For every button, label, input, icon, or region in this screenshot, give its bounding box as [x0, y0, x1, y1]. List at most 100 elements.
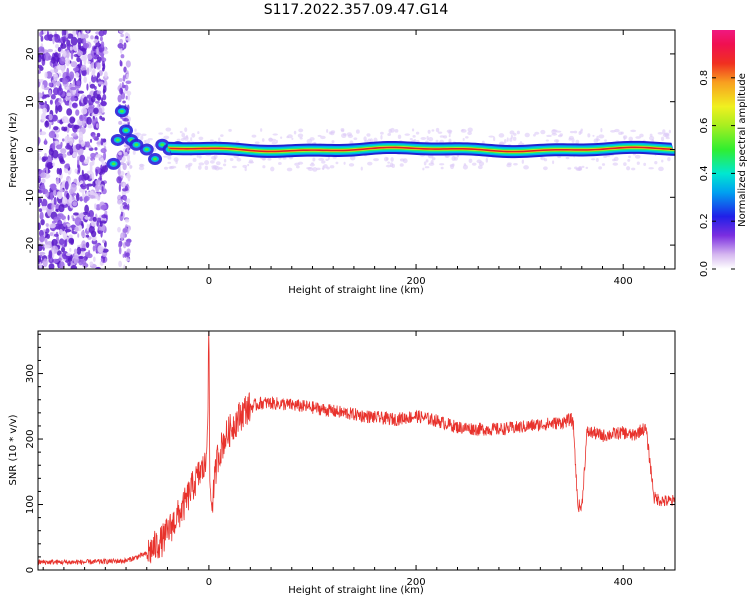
haze-blob [578, 131, 582, 135]
noise-blob [59, 158, 65, 163]
noise-blob [125, 60, 131, 68]
noise-blob [78, 133, 84, 141]
noise-blob [39, 31, 43, 38]
noise-blob [68, 237, 75, 244]
haze-blob [275, 139, 278, 144]
haze-blob [141, 133, 147, 137]
noise-blob [54, 33, 61, 43]
haze-blob [277, 162, 282, 165]
x-tick-label: 200 [407, 577, 426, 588]
snr-line [38, 331, 675, 566]
haze-blob [427, 129, 431, 134]
noise-blob [122, 228, 128, 233]
haze-blob [236, 157, 242, 162]
haze-blob [312, 157, 316, 162]
haze-blob [581, 165, 585, 169]
haze-blob [555, 139, 559, 143]
onset-peak [115, 138, 120, 142]
haze-blob [567, 167, 572, 170]
y-tick-label: -10 [25, 189, 36, 205]
noise-blob [123, 264, 126, 269]
haze-blob [299, 137, 303, 140]
haze-blob [282, 157, 287, 160]
haze-blob [286, 136, 289, 139]
noise-blob [42, 107, 48, 114]
noise-blob [50, 56, 56, 64]
haze-blob [519, 141, 523, 147]
haze-blob [158, 132, 164, 135]
haze-blob [604, 139, 607, 142]
noise-blob [38, 96, 41, 103]
noise-blob [58, 261, 65, 269]
haze-blob [601, 163, 606, 166]
spectrogram-ticks: 0 200 400 -20 -10 0 10 20 [25, 30, 675, 287]
noise-blob [100, 204, 108, 210]
x-tick-label: 400 [614, 276, 633, 287]
noise-blob [41, 178, 46, 184]
snr-ticks: 0 200 400 0 100 200 300 [25, 331, 675, 588]
haze-blob [399, 163, 404, 167]
haze-blob [623, 162, 627, 167]
noise-blob [54, 43, 60, 49]
haze-blob [390, 127, 395, 133]
haze-blob [390, 157, 394, 162]
noise-blob [117, 168, 121, 176]
haze-blob [270, 166, 275, 172]
noise-blob [69, 116, 76, 124]
y-tick-label: -20 [25, 237, 36, 253]
noise-blob [94, 147, 98, 151]
noise-blob [97, 196, 101, 201]
haze-blob [555, 130, 562, 133]
noise-blob [38, 79, 45, 83]
noise-blob [68, 188, 74, 195]
noise-blob [95, 266, 102, 269]
haze-blob [451, 156, 456, 162]
haze-blob [630, 129, 637, 133]
noise-blob [79, 180, 84, 184]
noise-blob [96, 56, 102, 62]
noise-blob [38, 222, 41, 231]
noise-blob [86, 156, 90, 162]
noise-blob [57, 219, 63, 228]
noise-blob [90, 62, 95, 69]
noise-blob [79, 74, 82, 82]
noise-blob [96, 132, 101, 138]
noise-blob [78, 31, 81, 39]
noise-blob [55, 144, 63, 150]
noise-blob [125, 241, 131, 247]
haze-blob [661, 159, 664, 163]
noise-blob [125, 252, 130, 258]
haze-blob [449, 164, 455, 167]
haze-blob [317, 134, 322, 137]
noise-blob [102, 88, 106, 95]
noise-blob [121, 81, 124, 87]
colorbar-gradient [712, 30, 735, 269]
haze-blob [631, 167, 636, 171]
noise-blob [123, 42, 127, 49]
noise-blob [102, 66, 105, 72]
noise-blob [64, 97, 71, 101]
noise-blob [72, 30, 76, 37]
ridge-band [167, 146, 675, 153]
noise-blob [62, 50, 67, 57]
haze-blob [657, 131, 664, 135]
noise-blob [100, 51, 104, 60]
haze-blob [244, 166, 247, 172]
haze-blob [262, 158, 266, 161]
noise-blob [38, 70, 41, 74]
haze-blob [198, 136, 204, 141]
noise-blob [49, 99, 53, 105]
haze-blob [627, 158, 631, 162]
haze-blob [215, 161, 221, 166]
noise-blob [89, 138, 93, 143]
noise-blob [65, 144, 72, 150]
haze-blob [545, 139, 549, 142]
haze-blob [507, 162, 512, 166]
haze-blob [585, 166, 589, 169]
noise-blob [101, 106, 105, 114]
noise-blob [39, 262, 42, 269]
haze-blob [412, 134, 416, 138]
noise-blob [62, 196, 68, 205]
noise-blob [82, 42, 90, 49]
haze-blob [420, 136, 427, 140]
